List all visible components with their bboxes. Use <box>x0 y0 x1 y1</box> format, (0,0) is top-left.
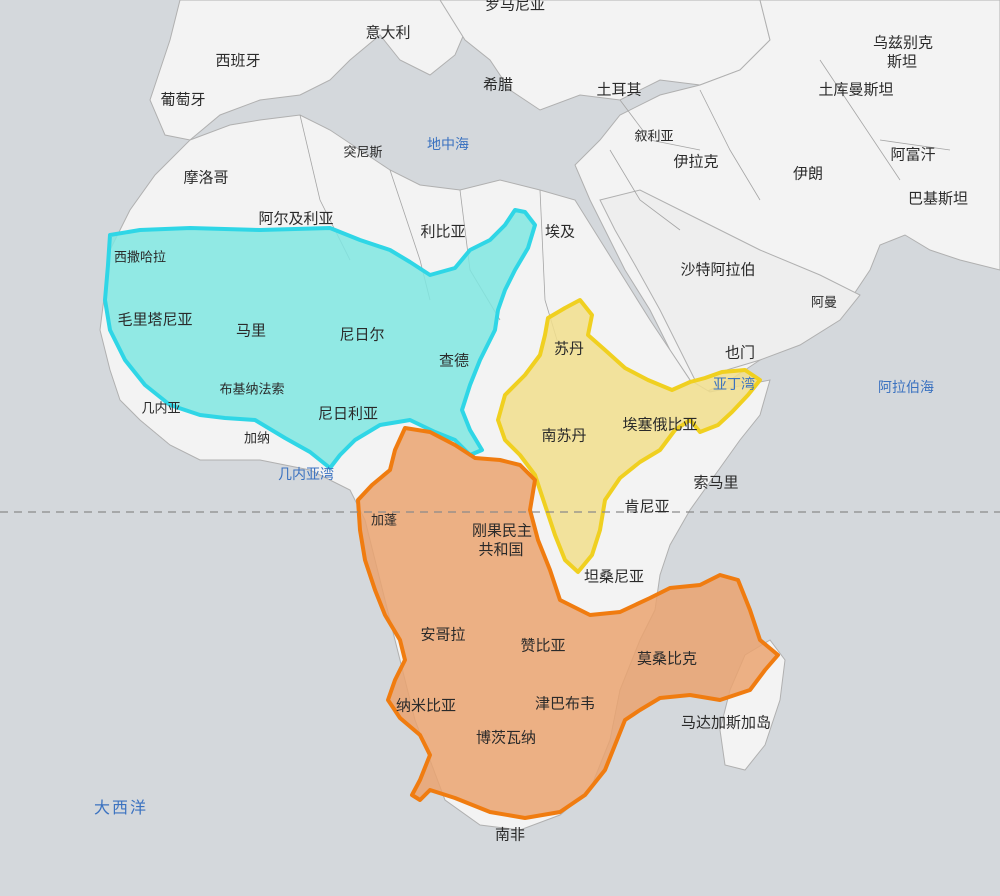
label-libya: 利比亚 <box>420 222 466 241</box>
label-syria: 叙利亚 <box>634 129 674 145</box>
label-zambia: 赞比亚 <box>520 636 566 655</box>
label-spain: 西班牙 <box>215 51 261 70</box>
label-angola: 安哥拉 <box>420 625 466 644</box>
label-mozambique: 莫桑比克 <box>636 649 698 668</box>
label-w-sahara: 西撒哈拉 <box>113 250 167 266</box>
label-madagascar: 马达加斯加岛 <box>680 713 772 732</box>
label-south-africa: 南非 <box>494 825 526 844</box>
label-gulf-aden: 亚丁湾 <box>713 377 755 393</box>
label-saudi: 沙特阿拉伯 <box>680 260 756 279</box>
label-morocco: 摩洛哥 <box>183 168 229 187</box>
label-namibia: 纳米比亚 <box>395 696 457 715</box>
label-somalia: 索马里 <box>693 473 739 492</box>
label-pakistan: 巴基斯坦 <box>907 189 969 208</box>
label-mali: 马里 <box>235 321 267 340</box>
usa-overlay[interactable] <box>103 208 537 470</box>
label-gabon: 加蓬 <box>370 513 398 529</box>
label-mauritania: 毛里塔尼亚 <box>117 310 193 329</box>
label-iran: 伊朗 <box>792 164 824 183</box>
label-italy: 意大利 <box>365 23 411 42</box>
label-nigeria: 尼日利亚 <box>317 404 379 423</box>
label-tunisia: 突尼斯 <box>343 145 383 161</box>
label-chad: 查德 <box>438 351 470 370</box>
europe-land <box>149 0 471 141</box>
label-zimbabwe: 津巴布韦 <box>534 694 596 713</box>
label-botswana: 博茨瓦纳 <box>475 728 537 747</box>
label-atlantic: 大西洋 <box>93 798 149 817</box>
label-greece: 希腊 <box>482 75 514 94</box>
label-gulf-guinea: 几内亚湾 <box>278 467 334 483</box>
label-uzbekistan-1: 乌兹别克 <box>872 33 934 52</box>
label-arabian-sea: 阿拉伯海 <box>878 380 934 396</box>
label-afghanistan: 阿富汗 <box>890 145 936 164</box>
label-egypt: 埃及 <box>544 222 576 241</box>
label-niger: 尼日尔 <box>339 325 385 344</box>
china-overlay[interactable] <box>356 426 780 820</box>
label-south-sudan: 南苏丹 <box>541 426 587 445</box>
label-burkina: 布基纳法索 <box>219 382 285 398</box>
label-kenya: 肯尼亚 <box>624 497 670 516</box>
label-drc-1: 刚果民主 <box>471 521 533 540</box>
label-turkey: 土耳其 <box>596 80 642 99</box>
label-sudan: 苏丹 <box>553 339 585 358</box>
madagascar-land <box>719 639 786 771</box>
label-turkmenistan: 土库曼斯坦 <box>818 80 894 99</box>
label-romania: 罗马尼亚 <box>484 0 546 14</box>
label-yemen: 也门 <box>724 343 756 362</box>
label-uzbekistan-2: 斯坦 <box>886 52 918 71</box>
label-mediterranean: 地中海 <box>427 137 469 153</box>
label-oman: 阿曼 <box>810 295 838 311</box>
label-algeria: 阿尔及利亚 <box>258 209 334 228</box>
label-drc-2: 共和国 <box>478 540 524 559</box>
arabia-land <box>599 189 861 381</box>
label-tanzania: 坦桑尼亚 <box>583 567 645 586</box>
label-guinea: 几内亚 <box>141 401 181 417</box>
india-overlay[interactable] <box>496 298 762 574</box>
label-ethiopia: 埃塞俄比亚 <box>622 415 698 434</box>
label-iraq: 伊拉克 <box>673 152 719 171</box>
label-ghana: 加纳 <box>243 431 271 447</box>
label-portugal: 葡萄牙 <box>160 90 206 109</box>
